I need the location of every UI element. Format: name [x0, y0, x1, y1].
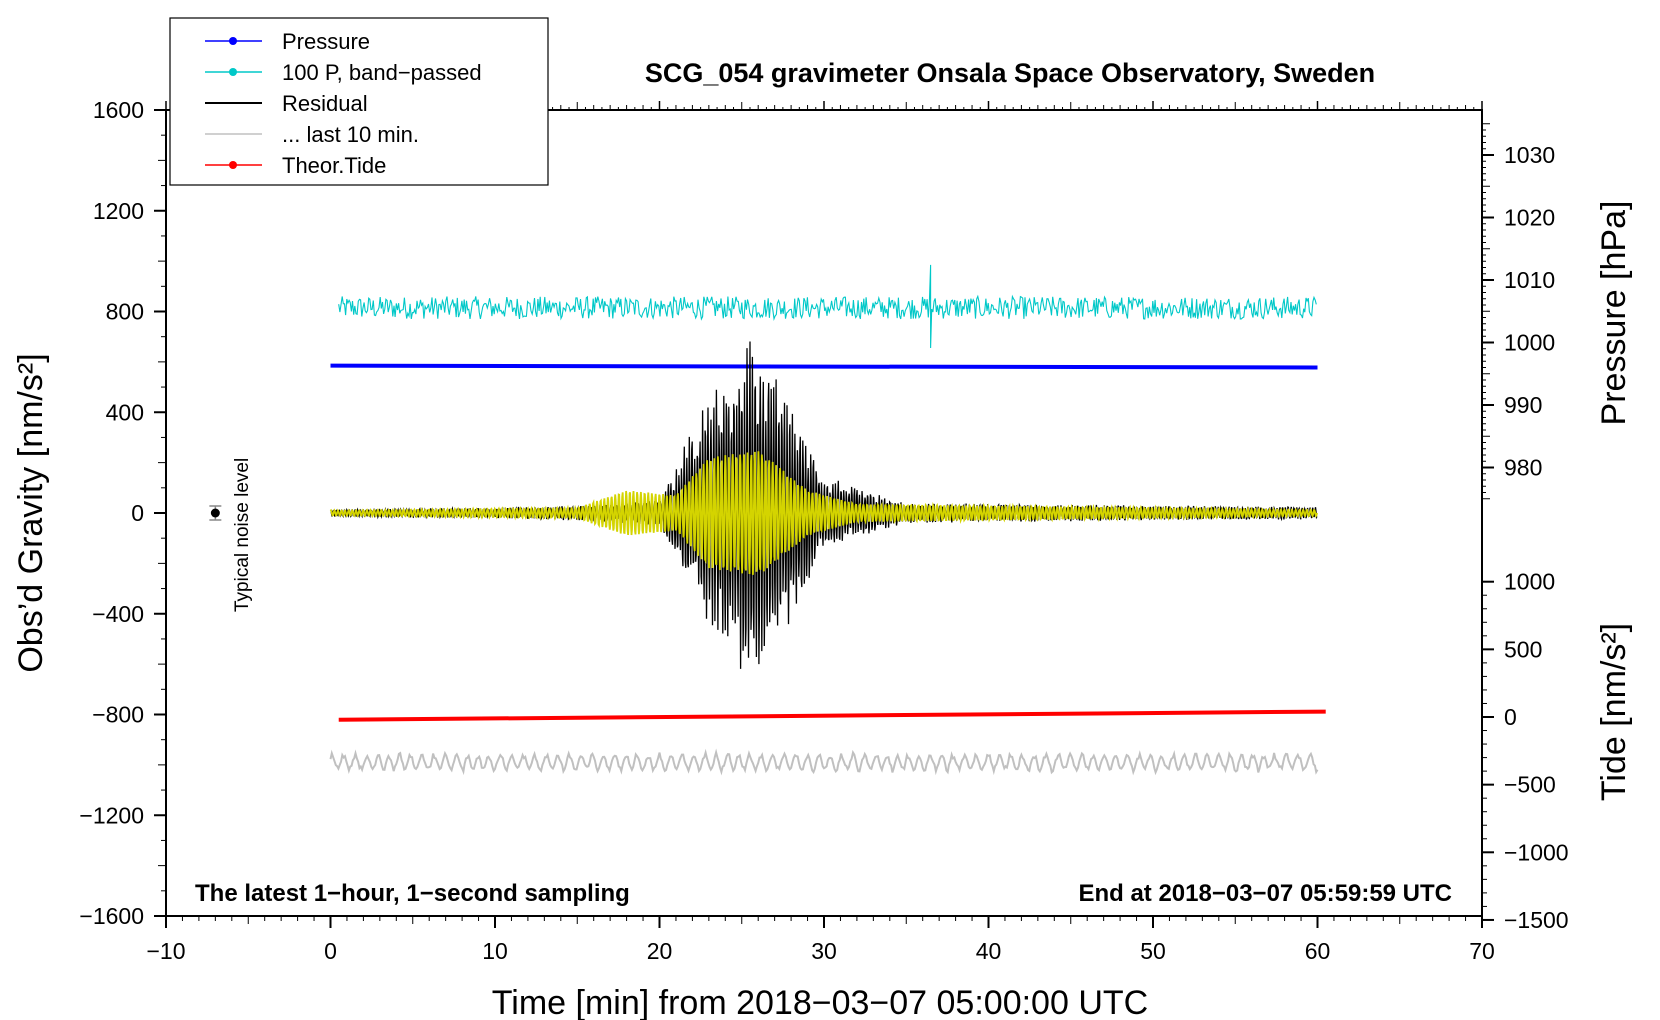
y-tick-label: −400: [92, 601, 144, 627]
tide-tick-label: 1000: [1504, 569, 1555, 595]
legend-label: 100 P, band−passed: [282, 60, 482, 85]
x-tick-label: 20: [647, 938, 673, 964]
x-tick-label: 70: [1469, 938, 1495, 964]
legend-item: Theor.Tide: [205, 153, 386, 178]
y-tick-label: 400: [106, 399, 144, 425]
x-tick-label: 60: [1305, 938, 1331, 964]
y-tick-label: −1600: [79, 903, 144, 929]
legend-swatch-marker: [229, 68, 237, 76]
x-tick-label: 40: [976, 938, 1002, 964]
legend-label: Pressure: [282, 29, 370, 54]
chart-title: SCG_054 gravimeter Onsala Space Observat…: [645, 58, 1375, 88]
noise-level-label: Typical noise level: [232, 458, 253, 612]
note-sampling: The latest 1−hour, 1−second sampling: [195, 880, 630, 907]
x-axis-title: Time [min] from 2018−03−07 05:00:00 UTC: [492, 984, 1148, 1020]
y-axis-title-left: Obs’d Gravity [nm/s²]: [12, 353, 50, 672]
y-tick-label: 1200: [93, 198, 144, 224]
legend-swatch-marker: [229, 37, 237, 45]
pressure-tick-label: 990: [1504, 392, 1542, 418]
legend-item: 100 P, band−passed: [205, 60, 482, 85]
tide-tick-label: −1000: [1504, 839, 1569, 865]
legend-box: [169, 17, 549, 186]
noise-level-marker: [209, 505, 222, 521]
y-axis-title-tide: Tide [nm/s²]: [1595, 623, 1633, 801]
tide-tick-label: −1500: [1504, 907, 1569, 933]
y-tick-label: 0: [131, 500, 144, 526]
y-axis-title-pressure: Pressure [hPa]: [1595, 201, 1633, 426]
y-tick-label: 1600: [93, 97, 144, 123]
y-tick-label: 800: [106, 299, 144, 325]
legend-swatch-marker: [229, 161, 237, 169]
noise-dot: [210, 508, 220, 518]
legend-label: Residual: [282, 91, 368, 116]
x-tick-label: 30: [811, 938, 837, 964]
axis-ticks: −10 0 10 20 30 40 50 60 70160012008004000−400−80…: [79, 97, 1568, 964]
series-bandpassed-pressure: [338, 264, 1317, 349]
tide-tick-label: 500: [1504, 636, 1542, 662]
x-tick-label: 0: [324, 938, 337, 964]
y-tick-label: −800: [92, 702, 144, 728]
legend-item: Residual: [205, 91, 368, 116]
series-theoretical-tide: [338, 709, 1326, 722]
legend: Pressure 100 P, band−passed Residual ... la…: [169, 17, 549, 186]
legend-label: Theor.Tide: [282, 153, 386, 178]
tide-tick-label: 0: [1504, 704, 1517, 730]
tide-tick-label: −500: [1504, 772, 1556, 798]
pressure-tick-label: 1020: [1504, 205, 1555, 231]
plot-area: [329, 264, 1326, 776]
x-tick-label: −10: [146, 938, 185, 964]
legend-item: Pressure: [205, 29, 370, 54]
pressure-tick-label: 980: [1504, 455, 1542, 481]
pressure-tick-label: 1000: [1504, 330, 1555, 356]
y-tick-label: −1200: [79, 802, 144, 828]
pressure-tick-label: 1030: [1504, 142, 1555, 168]
x-tick-label: 10: [482, 938, 508, 964]
legend-item: ... last 10 min.: [205, 122, 419, 147]
series-last-10-min: [329, 748, 1319, 776]
note-end-time: End at 2018−03−07 05:59:59 UTC: [1078, 880, 1452, 907]
x-tick-label: 50: [1140, 938, 1166, 964]
series-residual-filtered: [329, 451, 1318, 575]
legend-label: ... last 10 min.: [282, 122, 419, 147]
pressure-tick-label: 1010: [1504, 267, 1555, 293]
series-pressure: [330, 363, 1318, 370]
